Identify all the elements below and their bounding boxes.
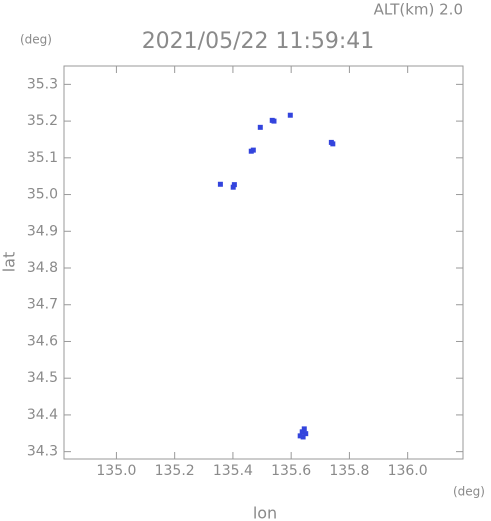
x-tick-label: 135.4	[213, 463, 253, 479]
x-axis-label: lon	[253, 504, 277, 521]
y-tick-label: 34.8	[27, 260, 58, 276]
y-tick-label: 35.2	[27, 113, 58, 129]
point	[230, 184, 236, 190]
point	[231, 182, 237, 188]
annotation: ALT(km) 2.0	[374, 1, 463, 19]
y-axis-label: lat	[0, 252, 19, 273]
y-tick-label: 35.1	[27, 150, 58, 166]
y-unit: (deg)	[20, 33, 52, 47]
point	[257, 124, 263, 130]
point	[297, 433, 303, 439]
x-tick-label: 135.8	[329, 463, 369, 479]
point	[301, 426, 307, 432]
x-tick-label: 136.0	[388, 463, 428, 479]
plot-frame	[63, 65, 464, 460]
y-tick-label: 34.4	[27, 407, 58, 423]
x-tick-label: 135.6	[271, 463, 311, 479]
point	[217, 181, 223, 187]
y-tick-label: 34.9	[27, 223, 58, 239]
chart-title: 2021/05/22 11:59:41	[142, 29, 375, 54]
point	[303, 431, 309, 437]
y-tick-label: 35.0	[27, 187, 58, 203]
y-tick-label: 34.3	[27, 444, 58, 460]
point	[271, 118, 277, 124]
y-tick-label: 34.7	[27, 297, 58, 313]
point	[330, 141, 336, 147]
x-tick-label: 135.2	[155, 463, 195, 479]
point	[300, 434, 306, 440]
y-tick-label: 34.6	[27, 333, 58, 349]
x-tick-label: 135.0	[96, 463, 136, 479]
point	[250, 147, 256, 153]
x-unit: (deg)	[453, 485, 485, 499]
y-tick-label: 35.3	[27, 76, 58, 92]
y-tick-label: 34.5	[27, 370, 58, 386]
point	[287, 112, 293, 118]
point	[299, 429, 305, 435]
